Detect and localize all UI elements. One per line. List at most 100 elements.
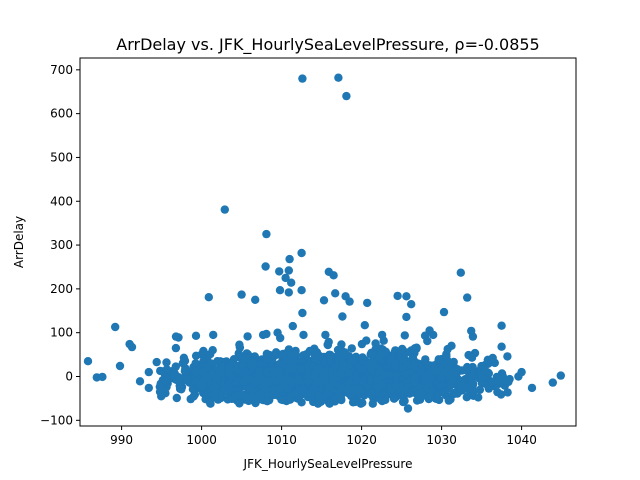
data-point (468, 379, 478, 389)
y-axis: −100 0 100 200 300 400 500 600 700 (40, 63, 80, 427)
data-point (260, 379, 269, 388)
data-point (488, 353, 497, 363)
data-point (319, 296, 329, 305)
data-point (323, 340, 333, 350)
data-point (227, 394, 236, 403)
data-point (503, 352, 512, 361)
data-point (325, 399, 334, 408)
data-point (426, 392, 435, 401)
data-point (276, 384, 285, 393)
data-point (191, 351, 201, 360)
data-point (497, 321, 506, 330)
data-point (208, 346, 217, 355)
data-point (180, 366, 190, 376)
data-point (306, 389, 315, 398)
data-point (281, 273, 290, 283)
data-point (477, 373, 486, 382)
data-point (144, 383, 153, 393)
data-point (210, 389, 220, 398)
data-point (444, 396, 453, 405)
data-point (360, 321, 369, 330)
data-point (442, 352, 451, 361)
data-point (367, 364, 376, 373)
data-point (285, 395, 295, 404)
data-point (171, 343, 181, 353)
data-point (410, 378, 419, 387)
data-point (263, 397, 272, 406)
data-point (309, 348, 318, 357)
data-point (313, 377, 322, 387)
data-point (235, 340, 244, 349)
data-point (377, 330, 387, 340)
data-point (368, 399, 377, 408)
data-point (497, 342, 506, 351)
data-point (463, 293, 472, 302)
data-point (202, 363, 211, 372)
data-point (391, 359, 400, 368)
data-point (226, 371, 235, 381)
data-point (269, 390, 279, 400)
data-point (190, 377, 199, 386)
data-point (191, 359, 200, 368)
data-point (462, 393, 471, 402)
data-point (287, 278, 296, 287)
data-point (467, 326, 476, 336)
data-point (448, 376, 457, 385)
data-point (261, 262, 270, 271)
data-point (239, 377, 248, 386)
data-point (372, 375, 382, 384)
data-point (172, 393, 181, 403)
data-point (403, 404, 413, 413)
data-point (458, 380, 468, 390)
data-point (334, 73, 343, 82)
data-point (162, 365, 171, 374)
data-point (331, 289, 340, 298)
data-point (270, 370, 279, 379)
y-tick-label: 400 (50, 194, 73, 208)
data-point (288, 321, 297, 331)
data-point (254, 370, 263, 379)
data-point (189, 392, 198, 401)
data-point (299, 385, 308, 394)
data-point (144, 367, 153, 377)
data-point (351, 397, 360, 407)
data-point (262, 329, 271, 339)
data-point (241, 354, 250, 363)
data-point (251, 295, 260, 304)
data-point (155, 387, 165, 396)
axes-frame (79, 57, 577, 427)
data-point (358, 398, 367, 407)
data-point (298, 308, 307, 318)
data-point (425, 326, 434, 335)
data-point (220, 205, 229, 214)
data-point (336, 393, 345, 403)
data-point (297, 365, 306, 374)
data-point (408, 353, 417, 362)
data-point (326, 353, 335, 362)
data-point (385, 370, 394, 380)
data-point (399, 388, 408, 398)
data-point (229, 355, 239, 364)
data-point (162, 358, 171, 367)
data-point (363, 298, 372, 308)
data-point (262, 229, 271, 239)
data-point (325, 370, 334, 379)
data-point (409, 361, 419, 370)
data-point (347, 344, 356, 353)
data-point (298, 74, 307, 83)
data-point (243, 332, 252, 341)
data-point (373, 383, 382, 393)
data-point (391, 382, 400, 391)
data-point (402, 361, 411, 370)
data-point (303, 377, 313, 386)
x-tick-label: 1010 (266, 433, 297, 447)
data-point (343, 385, 353, 394)
data-point (493, 387, 502, 397)
data-point (357, 339, 367, 349)
data-point (337, 384, 346, 393)
data-point (246, 384, 255, 393)
data-point (402, 312, 411, 322)
data-point (98, 372, 107, 382)
data-point (321, 330, 330, 340)
